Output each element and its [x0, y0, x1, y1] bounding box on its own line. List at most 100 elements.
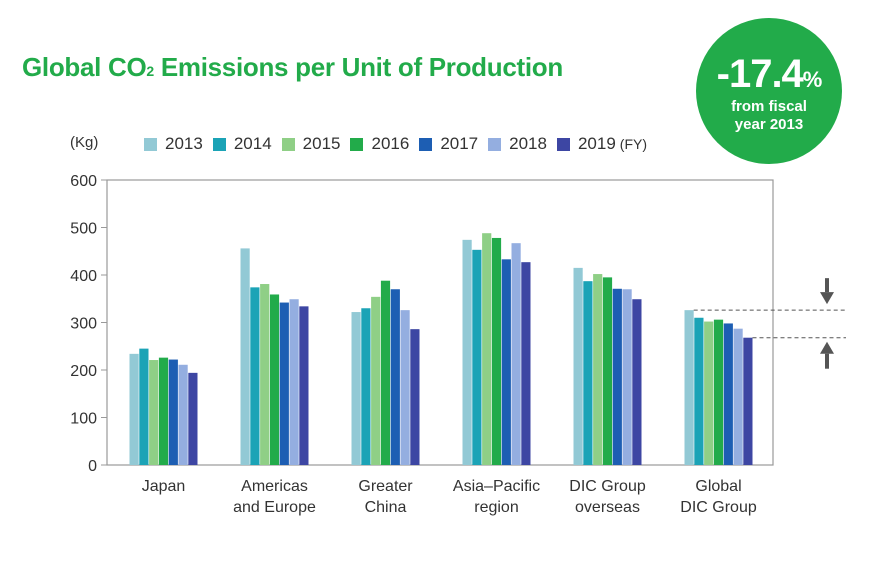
- plot-frame: [106, 179, 774, 466]
- arrow-down-icon: [820, 292, 834, 305]
- bar-2014: [472, 249, 482, 465]
- legend-swatch: [419, 137, 433, 151]
- bar-2014: [250, 287, 260, 465]
- bar-2018: [733, 328, 743, 465]
- x-tick-label: Greater China: [358, 478, 413, 516]
- bar-2013: [573, 267, 583, 465]
- legend-label: 2019: [577, 134, 616, 153]
- title-rest: Emissions per Unit of Production: [153, 52, 563, 82]
- bar-2018: [178, 364, 188, 465]
- x-tick-label-line: and Europe: [233, 499, 316, 516]
- badge-caption-line2: year 2013: [734, 116, 804, 133]
- legend-swatch: [212, 137, 226, 151]
- x-tick-label: Americas and Europe: [233, 478, 316, 516]
- legend-item-2019: 2019 (FY): [556, 134, 648, 154]
- title-subscript: 2: [146, 63, 154, 79]
- title-main: Global CO: [22, 52, 147, 82]
- bar-2016: [602, 277, 613, 465]
- legend-label: 2013: [165, 134, 203, 153]
- y-axis-unit: (Kg): [70, 134, 99, 151]
- legend-item-2016: 2016: [350, 134, 409, 154]
- bar-2017: [168, 359, 178, 465]
- x-tick-label: Global DIC Group: [680, 478, 757, 516]
- y-tick-label: 100: [70, 411, 97, 428]
- y-tick-label: 600: [70, 173, 97, 190]
- bar-2016: [158, 357, 169, 465]
- bar-2015: [593, 274, 603, 465]
- legend-swatch: [281, 137, 295, 151]
- bar-2017: [501, 259, 511, 465]
- legend-swatch: [144, 137, 157, 151]
- bar-2013: [684, 310, 694, 465]
- arrow-down-shaft: [825, 278, 829, 293]
- x-tick-label-line: Japan: [142, 478, 186, 495]
- x-tick-label-line: overseas: [575, 499, 640, 516]
- bar-2018: [400, 310, 410, 465]
- y-tick-label: 500: [70, 221, 97, 238]
- legend-fy-label: (FY): [619, 136, 648, 152]
- bar-2019: [299, 306, 309, 465]
- bar-2019: [743, 337, 753, 465]
- legend-item-2018: 2018: [488, 134, 547, 154]
- legend-label: 2016: [371, 134, 410, 153]
- bar-2019: [188, 372, 198, 465]
- bar-2015: [149, 360, 159, 465]
- x-tick-label-line: region: [474, 499, 518, 516]
- bar-2016: [380, 280, 391, 465]
- x-tick-label-line: Asia–Pacific: [453, 478, 540, 495]
- y-tick-label: 0: [88, 458, 97, 475]
- bar-2018: [622, 289, 632, 465]
- badge-number: -17.4: [716, 52, 804, 96]
- bar-2017: [723, 323, 733, 465]
- chart-title: Global CO2 Emissions per Unit of Product…: [22, 52, 563, 83]
- bar-2017: [612, 288, 622, 465]
- bar-2019: [521, 262, 531, 465]
- x-tick-label-line: Global: [695, 478, 741, 495]
- bar-2014: [361, 308, 371, 465]
- bar-2015: [260, 284, 270, 465]
- x-tick-label: Asia–Pacific region: [453, 478, 540, 516]
- legend-item-2015: 2015: [281, 134, 341, 154]
- y-tick-label: 400: [70, 268, 97, 285]
- legend-swatch: [556, 137, 570, 151]
- bar-2018: [289, 299, 299, 465]
- bar-2013: [240, 248, 250, 465]
- y-tick-label: 300: [70, 316, 97, 333]
- legend-item-2014: 2014: [212, 134, 272, 154]
- reduction-badge: -17.4% from fiscal year 2013: [696, 18, 842, 164]
- bar-2013: [129, 353, 139, 465]
- legend-label: 2017: [440, 134, 479, 153]
- bar-2019: [410, 329, 420, 465]
- bar-2013: [351, 312, 361, 465]
- x-tick-label-line: DIC Group: [680, 499, 757, 516]
- x-tick-label-line: DIC Group: [569, 478, 646, 495]
- badge-value: -17.4%: [696, 52, 842, 97]
- bar-2014: [583, 281, 593, 465]
- badge-caption: from fiscal year 2013: [696, 98, 842, 134]
- legend-label: 2015: [302, 134, 341, 153]
- y-tick-label: 200: [70, 363, 97, 380]
- badge-caption-line1: from fiscal: [731, 98, 807, 115]
- legend-item-2013: 2013: [144, 134, 203, 154]
- x-tick-label-line: China: [365, 499, 407, 516]
- arrow-up-shaft: [825, 353, 829, 369]
- badge-percent: %: [802, 67, 823, 92]
- bar-2015: [482, 233, 492, 465]
- legend-label: 2018: [509, 134, 547, 153]
- bar-2016: [269, 294, 280, 465]
- bar-2014: [694, 317, 704, 465]
- bar-2013: [462, 239, 472, 465]
- bar-2016: [491, 237, 502, 465]
- x-tick-label-line: Greater: [358, 478, 413, 495]
- bar-2015: [371, 296, 381, 465]
- legend-swatch: [488, 137, 502, 151]
- legend-swatch: [350, 137, 364, 151]
- bar-2016: [713, 319, 724, 465]
- x-tick-label: DIC Group overseas: [569, 478, 646, 516]
- x-tick-label: Japan: [142, 478, 186, 495]
- legend-label: 2014: [233, 134, 272, 153]
- bar-2015: [704, 321, 714, 465]
- x-tick-label-line: Americas: [241, 478, 308, 495]
- bar-2019: [632, 299, 642, 465]
